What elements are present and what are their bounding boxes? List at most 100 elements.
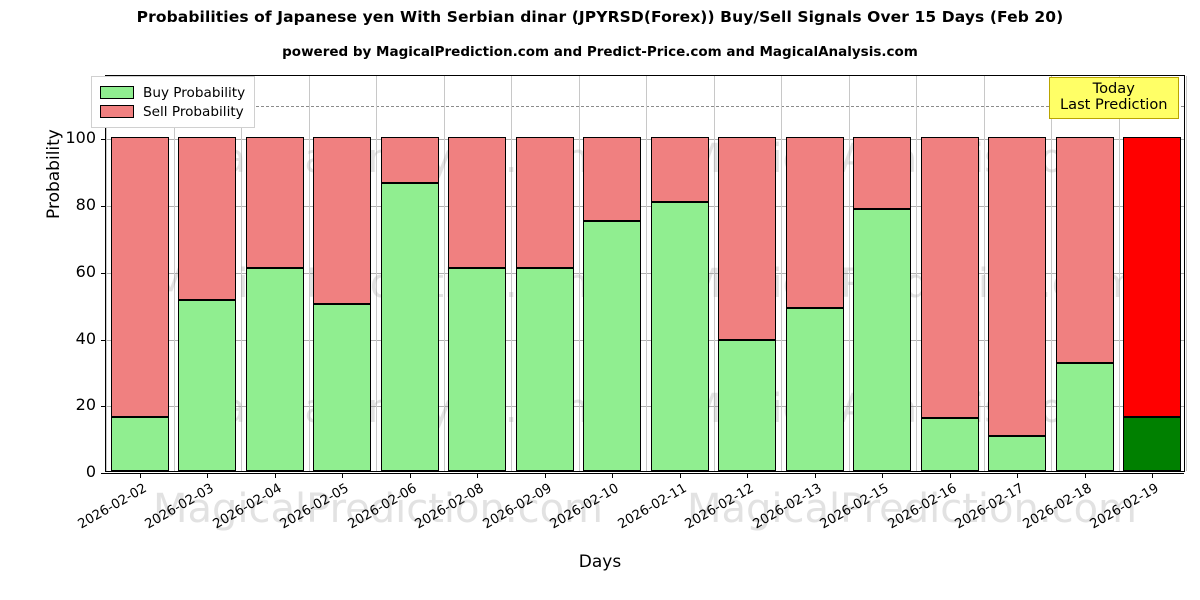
bar-group[interactable]: [583, 74, 642, 471]
bar-segment-buy[interactable]: [515, 268, 574, 471]
legend-swatch-sell-icon: [100, 105, 134, 118]
gridline-y-20: [106, 406, 1184, 408]
y-axis-tick-label: 60: [75, 261, 96, 281]
bar-segment-buy[interactable]: [988, 436, 1047, 471]
x-axis-tick-mark: [274, 473, 276, 478]
y-axis-tick-mark: [101, 272, 106, 274]
bar-segment-sell[interactable]: [650, 137, 709, 203]
gridline-y-80: [106, 206, 1184, 208]
legend-item-buy[interactable]: Buy Probability: [100, 83, 245, 102]
bar-segment-buy[interactable]: [718, 340, 777, 471]
bar-group[interactable]: [380, 74, 439, 471]
bar-segment-buy[interactable]: [380, 183, 439, 471]
chart-legend[interactable]: Buy Probability Sell Probability: [91, 76, 256, 128]
chart-subtitle: powered by MagicalPrediction.com and Pre…: [282, 44, 918, 60]
y-axis-tick-label: 80: [75, 195, 96, 215]
bar-segment-sell[interactable]: [515, 137, 574, 269]
bar-group[interactable]: [1055, 74, 1114, 471]
bar-segment-sell[interactable]: [853, 137, 912, 209]
gridline-y-40: [106, 339, 1184, 341]
x-axis-tick-mark: [949, 473, 951, 478]
bar-group[interactable]: [110, 74, 169, 471]
bar-segment-sell[interactable]: [380, 137, 439, 184]
gridline-x-11: [848, 76, 850, 471]
y-axis-tick-label: 40: [75, 328, 96, 348]
bar-segment-buy[interactable]: [853, 208, 912, 471]
y-axis-tick-mark: [101, 473, 106, 474]
bar-segment-buy[interactable]: [583, 221, 642, 471]
gridline-x-13: [983, 76, 985, 471]
gridlines: [106, 76, 1187, 474]
bar-segment-sell[interactable]: [245, 137, 304, 269]
bar-segment-buy[interactable]: [1055, 362, 1114, 471]
gridline-x-2: [241, 76, 242, 471]
bar-segment-sell[interactable]: [178, 137, 237, 301]
bar-group[interactable]: [178, 74, 237, 471]
reference-dashed-line: [106, 106, 1184, 108]
bar-segment-buy[interactable]: [313, 303, 372, 471]
gridline-x-5: [443, 76, 445, 471]
y-axis-tick-mark: [101, 406, 106, 408]
x-axis-tick-mark: [679, 473, 681, 478]
today-label: Today: [1092, 80, 1135, 97]
bar-segment-sell[interactable]: [313, 137, 372, 304]
bar-segment-buy[interactable]: [1123, 416, 1182, 471]
bar-group[interactable]: [785, 74, 844, 471]
bar-segment-sell[interactable]: [110, 137, 169, 417]
y-axis-tick-mark: [101, 206, 106, 208]
legend-label-buy: Buy Probability: [143, 84, 246, 101]
bar-segment-sell[interactable]: [988, 137, 1047, 437]
bar-group[interactable]: [515, 74, 574, 471]
page-title: Probabilities of Japanese yen With Serbi…: [136, 8, 1064, 26]
gridline-x-8: [646, 76, 647, 471]
bar-segment-buy[interactable]: [178, 300, 237, 471]
gridline-x-0: [106, 76, 107, 471]
x-axis-tick-mark: [747, 473, 749, 478]
bar-segment-sell[interactable]: [448, 137, 507, 269]
bar-segment-sell[interactable]: [1055, 137, 1114, 363]
y-axis-tick-label: 100: [65, 128, 96, 148]
x-axis-tick-mark: [814, 473, 816, 478]
bar-segment-buy[interactable]: [920, 417, 979, 471]
y-axis-tick-mark: [101, 139, 106, 141]
gridline-x-14: [1051, 76, 1052, 471]
bar-segment-sell[interactable]: [1123, 137, 1182, 417]
plot-area: MagicalAnalysis.comMagicalAnalysis.comMa…: [44, 74, 1187, 532]
gridline-x-3: [308, 76, 310, 471]
x-axis-tick-mark: [139, 473, 141, 478]
bar-segment-sell[interactable]: [718, 137, 777, 341]
x-axis-label: Days: [578, 552, 622, 572]
bar-group[interactable]: [245, 74, 304, 471]
bar-segment-buy[interactable]: [110, 416, 169, 471]
x-axis-tick-mark: [544, 473, 546, 478]
bar-group[interactable]: [718, 74, 777, 471]
gridline-x-16: [1186, 76, 1187, 471]
bar-segment-sell[interactable]: [583, 137, 642, 222]
legend-item-sell[interactable]: Sell Probability: [100, 102, 245, 121]
bar-group[interactable]: [1123, 74, 1182, 471]
x-axis-tick-mark: [882, 473, 884, 478]
gridline-y-0: [106, 473, 1184, 474]
bar-segment-sell[interactable]: [785, 137, 844, 308]
bar-segment-buy[interactable]: [785, 307, 844, 471]
y-axis-tick-mark: [101, 339, 106, 341]
x-axis-tick-mark: [409, 473, 411, 478]
x-axis-tick-mark: [207, 473, 209, 478]
bar-group[interactable]: [650, 74, 709, 471]
gridline-x-1: [173, 76, 175, 471]
gridline-x-4: [376, 76, 377, 471]
bar-segment-buy[interactable]: [650, 202, 709, 471]
bar-group[interactable]: [920, 74, 979, 471]
bar-group[interactable]: [313, 74, 372, 471]
bar-segment-buy[interactable]: [448, 268, 507, 471]
gridline-y-60: [106, 272, 1184, 274]
gridline-x-12: [916, 76, 917, 471]
bar-segment-buy[interactable]: [245, 268, 304, 471]
bar-group[interactable]: [853, 74, 912, 471]
bar-segment-sell[interactable]: [920, 137, 979, 418]
bar-group[interactable]: [988, 74, 1047, 471]
legend-swatch-buy-icon: [100, 86, 134, 99]
gridline-x-6: [511, 76, 512, 471]
bar-group[interactable]: [448, 74, 507, 471]
